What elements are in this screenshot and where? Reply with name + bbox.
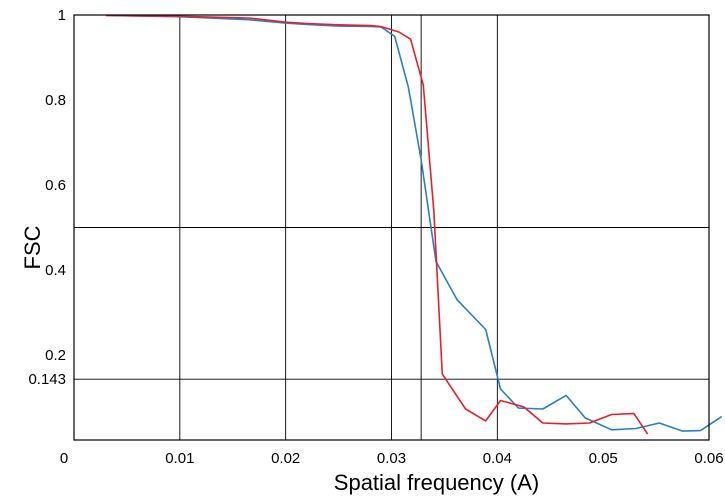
x-tick-label: 0.05 (589, 450, 618, 467)
x-tick-label: 0.03 (377, 450, 406, 467)
y-tick-label: 0.6 (45, 177, 66, 194)
x-axis-title: Spatial frequency (A) (334, 470, 539, 495)
x-tick-label: 0.01 (165, 450, 194, 467)
reference-lines (74, 15, 709, 440)
y-tick-label: 0.2 (45, 347, 66, 364)
fsc-curve-2 (105, 14, 649, 435)
plot-frame (73, 14, 710, 441)
tick-labels: 0 0.01 0.02 0.03 0.04 0.05 0.06 1 0.8 0.6 0.4 0.2 0.… (28, 7, 723, 467)
y-tick-label: 1 (58, 7, 66, 24)
y-tick-label: 0.143 (28, 371, 66, 388)
x-tick-label: 0.02 (271, 450, 300, 467)
y-tick-label: 0.4 (45, 262, 66, 279)
y-axis-title: FSC (20, 225, 45, 269)
x-tick-label: 0.04 (483, 450, 512, 467)
series-layer (105, 14, 723, 435)
x-tick-label: 0.06 (694, 450, 723, 467)
fsc-curve-1 (105, 14, 723, 432)
y-tick-label: 0.8 (45, 92, 66, 109)
x-tick-label: 0 (60, 450, 68, 467)
